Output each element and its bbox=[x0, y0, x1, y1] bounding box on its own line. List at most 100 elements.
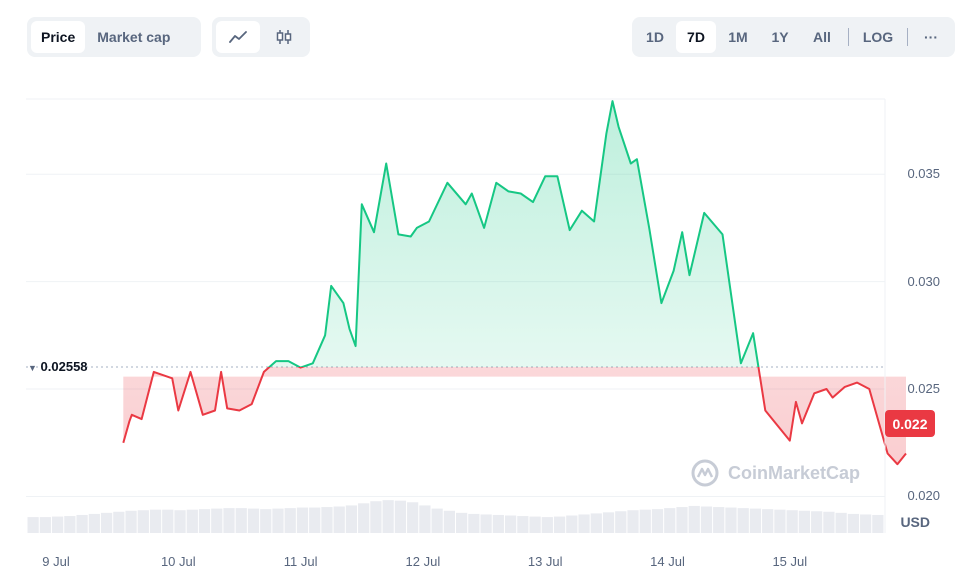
x-tick-label: 12 Jul bbox=[405, 554, 441, 569]
watermark: CoinMarketCap bbox=[690, 458, 860, 488]
volume-bar bbox=[774, 509, 786, 533]
volume-bar bbox=[688, 505, 700, 533]
volume-bar bbox=[113, 511, 125, 533]
volume-bar bbox=[872, 514, 884, 533]
chart-mode-toggle bbox=[212, 17, 310, 57]
volume-bar bbox=[309, 507, 321, 533]
tab-market-cap[interactable]: Market cap bbox=[97, 29, 171, 45]
price-line-up bbox=[267, 100, 760, 367]
volume-bar bbox=[198, 509, 211, 533]
volume-bar bbox=[541, 517, 553, 533]
volume-bar bbox=[676, 507, 688, 533]
area-fill-up bbox=[269, 101, 759, 367]
volume-bar bbox=[333, 506, 345, 533]
volume-bar bbox=[737, 508, 749, 533]
volume-bar bbox=[553, 516, 566, 533]
y-tick-label: 0.035 bbox=[907, 166, 940, 182]
price-line-down bbox=[122, 367, 907, 466]
volume-bar bbox=[443, 510, 455, 533]
volume-bar bbox=[162, 509, 174, 533]
volume-bar bbox=[749, 508, 762, 533]
x-tick-label: 10 Jul bbox=[160, 554, 196, 569]
y-tick-label: 0.025 bbox=[907, 381, 940, 397]
volume-bar bbox=[504, 515, 517, 533]
volume-bar bbox=[370, 501, 382, 533]
volume-bar bbox=[651, 509, 664, 533]
volume-bar bbox=[566, 515, 578, 533]
volume-bar bbox=[211, 508, 223, 533]
range-all[interactable]: All bbox=[813, 29, 831, 45]
y-tick-label: 0.030 bbox=[907, 273, 940, 289]
volume-bar bbox=[517, 516, 529, 533]
line-chart-button[interactable] bbox=[216, 21, 260, 53]
volume-bar bbox=[272, 508, 284, 533]
volume-bar bbox=[223, 508, 235, 533]
x-tick-label: 14 Jul bbox=[650, 554, 685, 569]
chart-grid bbox=[26, 173, 885, 497]
volume-bar bbox=[762, 509, 774, 533]
volume-bar bbox=[847, 513, 860, 533]
volume-bar bbox=[725, 507, 737, 533]
volume-bar bbox=[456, 512, 468, 533]
volume-bar bbox=[284, 508, 296, 533]
volume-bar bbox=[358, 503, 370, 533]
volume-bar bbox=[260, 509, 272, 533]
volume-bar bbox=[407, 502, 419, 533]
volume-bar bbox=[149, 509, 162, 533]
volume-bar bbox=[125, 510, 137, 533]
metric-toggle: Price Market cap bbox=[27, 17, 201, 57]
volume-bar bbox=[798, 510, 811, 533]
volume-bar bbox=[713, 507, 725, 533]
reference-price-value: 0.02558 bbox=[40, 359, 88, 374]
volume-bar bbox=[639, 509, 651, 533]
volume-bar bbox=[88, 513, 100, 533]
volume-bar bbox=[419, 505, 431, 533]
y-tick-label: 0.020 bbox=[907, 488, 940, 504]
volume-bar bbox=[627, 510, 639, 533]
x-tick-label: 11 Jul bbox=[283, 554, 318, 569]
volume-bar bbox=[394, 500, 407, 533]
toolbar-divider bbox=[848, 28, 849, 46]
more-options-button[interactable]: ··· bbox=[924, 29, 938, 45]
volume-bar bbox=[51, 516, 64, 533]
volume-bar bbox=[860, 514, 872, 533]
range-7d[interactable]: 7D bbox=[676, 21, 716, 53]
range-1m[interactable]: 1M bbox=[728, 29, 748, 45]
volume-bar bbox=[480, 514, 492, 533]
volume-bar bbox=[174, 510, 186, 533]
volume-bar bbox=[27, 517, 39, 533]
volume-bar bbox=[602, 512, 615, 533]
watermark-text: CoinMarketCap bbox=[728, 462, 861, 483]
volume-bar bbox=[137, 510, 149, 533]
volume-bar bbox=[382, 500, 394, 533]
volume-bar bbox=[835, 512, 847, 533]
range-1d[interactable]: 1D bbox=[646, 29, 664, 45]
volume-bar bbox=[64, 516, 76, 533]
volume-bar bbox=[700, 506, 713, 533]
current-price-badge: 0.022 bbox=[885, 410, 935, 437]
x-tick-label: 13 Jul bbox=[527, 554, 563, 569]
range-1y[interactable]: 1Y bbox=[771, 29, 789, 45]
range-toggle: 1D 7D 1M 1Y All LOG ··· bbox=[632, 17, 955, 57]
volume-bars bbox=[27, 500, 884, 533]
x-tick-label: 9 Jul bbox=[42, 554, 70, 569]
volume-bar bbox=[468, 513, 480, 533]
volume-bar bbox=[590, 513, 602, 533]
volume-bar bbox=[247, 508, 260, 533]
volume-bar bbox=[431, 508, 443, 533]
coinmarketcap-logo-icon bbox=[691, 459, 719, 487]
volume-bar bbox=[664, 508, 676, 533]
candlestick-button[interactable] bbox=[262, 21, 306, 53]
arrow-icon: ▼ bbox=[28, 363, 37, 373]
x-tick-label: 15 Jul bbox=[772, 554, 808, 569]
volume-bar bbox=[186, 509, 198, 533]
tab-price[interactable]: Price bbox=[31, 21, 86, 53]
volume-bar bbox=[235, 508, 247, 533]
line-chart-icon bbox=[229, 31, 247, 43]
volume-bar bbox=[100, 512, 113, 533]
volume-bar bbox=[321, 507, 333, 533]
volume-bar bbox=[76, 514, 88, 533]
log-scale-button[interactable]: LOG bbox=[862, 29, 894, 45]
currency-label: USD bbox=[900, 514, 930, 530]
